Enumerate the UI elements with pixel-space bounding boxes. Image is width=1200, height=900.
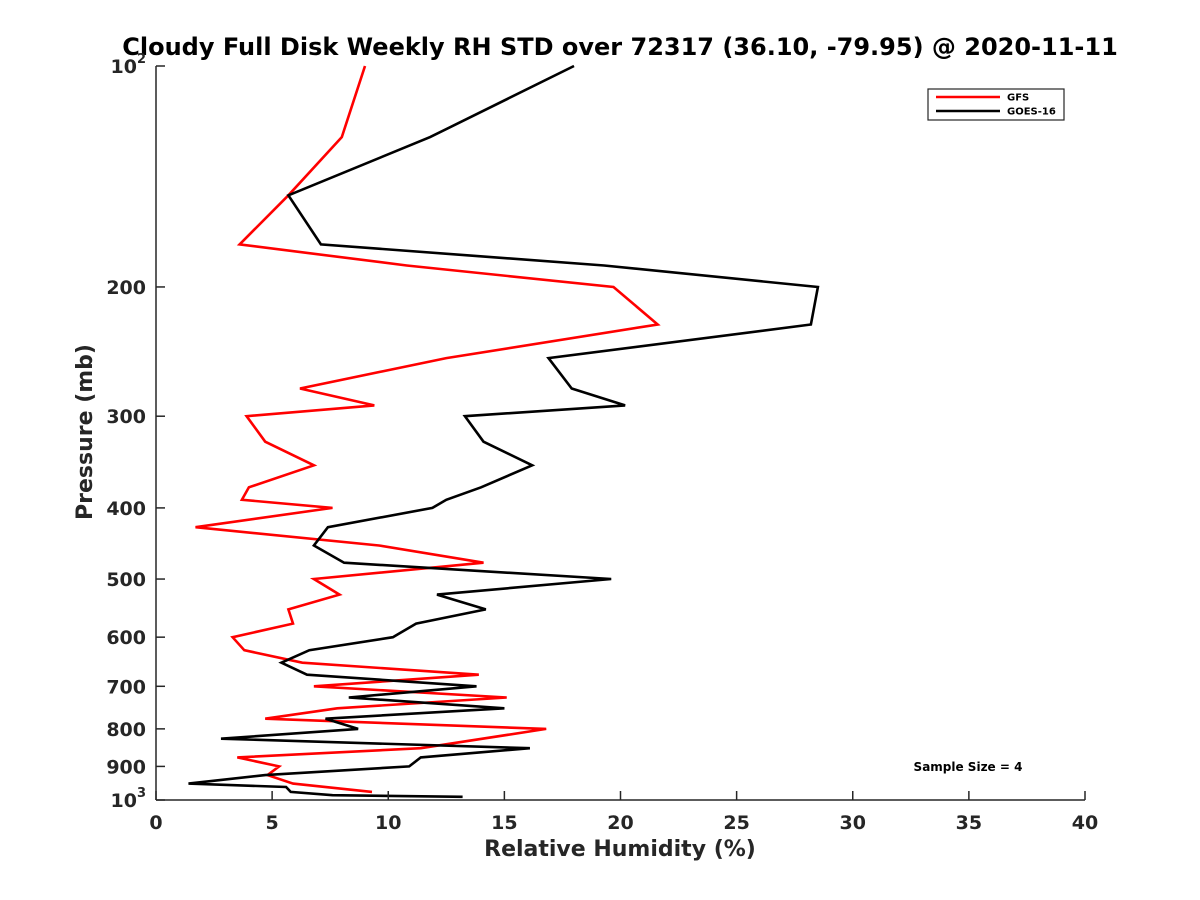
y-tick-label: 200 — [106, 277, 146, 299]
chart-title: Cloudy Full Disk Weekly RH STD over 7231… — [122, 33, 1118, 61]
y-tick-label: 500 — [106, 569, 146, 591]
legend-label: GOES-16 — [1007, 107, 1056, 118]
x-tick-label: 25 — [723, 812, 749, 834]
x-tick-label: 30 — [840, 812, 866, 834]
y-tick-label-base: 10 — [111, 790, 137, 812]
series-line-goes-16 — [188, 64, 820, 799]
x-tick-label: 0 — [149, 812, 162, 834]
y-tick-label: 103 — [111, 786, 147, 812]
y-tick-label: 102 — [111, 52, 147, 78]
chart-legend: GFS GOES-16 — [927, 88, 1065, 121]
y-tick-label: 800 — [106, 719, 146, 741]
sample-size-annotation: Sample Size = 4 — [914, 760, 1023, 774]
y-tick-label: 400 — [106, 498, 146, 520]
legend-label: GFS — [1007, 93, 1029, 104]
series-line-gfs — [195, 65, 661, 794]
y-tick-label-base: 10 — [111, 56, 137, 78]
y-tick-label: 600 — [106, 627, 146, 649]
series-layer — [188, 64, 820, 799]
x-tick-label: 15 — [491, 812, 517, 834]
y-tick-label: 700 — [106, 676, 146, 698]
y-tick-label-exponent: 3 — [137, 786, 146, 801]
x-axis-ticks: 0 5 10 15 20 25 30 35 40 — [149, 791, 1098, 834]
x-axis-label: Relative Humidity (%) — [484, 837, 756, 862]
x-tick-label: 5 — [266, 812, 279, 834]
y-axis-label: Pressure (mb) — [73, 344, 98, 520]
y-tick-label: 900 — [106, 756, 146, 778]
y-tick-label-exponent: 2 — [137, 52, 146, 67]
x-tick-label: 10 — [375, 812, 401, 834]
x-tick-label: 35 — [956, 812, 982, 834]
x-tick-label: 40 — [1072, 812, 1098, 834]
y-tick-label: 300 — [106, 406, 146, 428]
x-tick-label: 20 — [607, 812, 633, 834]
legend-box — [927, 88, 1065, 121]
